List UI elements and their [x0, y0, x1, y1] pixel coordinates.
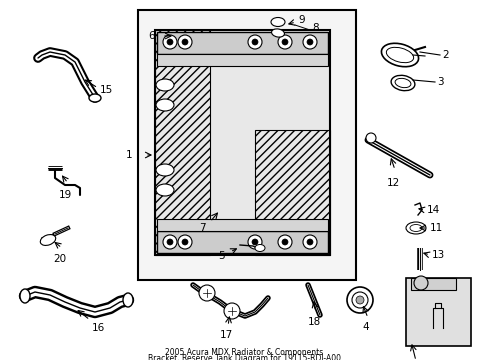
Text: 11: 11	[429, 223, 442, 233]
Bar	[138, 10, 355, 280]
Circle shape	[306, 39, 312, 45]
Bar	[155, 30, 329, 255]
Text: 20: 20	[53, 254, 66, 264]
Circle shape	[413, 276, 427, 290]
Ellipse shape	[89, 94, 101, 102]
Bar	[155, 30, 329, 255]
Circle shape	[251, 239, 258, 245]
Ellipse shape	[20, 289, 30, 303]
Circle shape	[247, 35, 262, 49]
Ellipse shape	[156, 184, 174, 196]
Circle shape	[351, 292, 367, 308]
Text: 7: 7	[199, 223, 205, 233]
Text: 19: 19	[58, 190, 71, 200]
Circle shape	[163, 235, 177, 249]
Circle shape	[306, 239, 312, 245]
Circle shape	[163, 35, 177, 49]
Bar	[157, 231, 327, 253]
Text: 4: 4	[362, 322, 368, 332]
Circle shape	[355, 296, 363, 304]
Text: 2005 Acura MDX Radiator & Components: 2005 Acura MDX Radiator & Components	[164, 348, 323, 357]
Text: 1: 1	[125, 150, 132, 160]
Text: 9: 9	[297, 15, 304, 25]
Text: 16: 16	[92, 323, 105, 333]
Text: 5: 5	[218, 251, 224, 261]
Text: 17: 17	[219, 330, 232, 340]
Circle shape	[278, 35, 291, 49]
Text: 3: 3	[436, 77, 443, 87]
Text: 6: 6	[148, 31, 155, 41]
Ellipse shape	[156, 99, 174, 111]
Ellipse shape	[390, 75, 414, 91]
Ellipse shape	[156, 79, 174, 91]
Text: 18: 18	[307, 317, 320, 327]
Circle shape	[199, 285, 215, 301]
Bar	[157, 32, 327, 54]
Circle shape	[346, 287, 372, 313]
Bar	[405, 278, 470, 346]
Circle shape	[247, 235, 262, 249]
Text: 12: 12	[386, 178, 399, 188]
Circle shape	[278, 235, 291, 249]
Circle shape	[365, 133, 375, 143]
Text: 14: 14	[426, 205, 439, 215]
Circle shape	[178, 235, 192, 249]
Ellipse shape	[381, 43, 418, 67]
Bar	[157, 54, 327, 66]
Text: 2: 2	[441, 50, 447, 60]
Circle shape	[167, 239, 173, 245]
Circle shape	[178, 35, 192, 49]
Circle shape	[282, 239, 287, 245]
Circle shape	[303, 235, 316, 249]
Text: 8: 8	[311, 23, 318, 33]
Circle shape	[167, 39, 173, 45]
Ellipse shape	[123, 293, 133, 307]
Circle shape	[251, 39, 258, 45]
Ellipse shape	[40, 235, 56, 246]
Circle shape	[282, 39, 287, 45]
Bar	[155, 30, 209, 255]
Circle shape	[303, 35, 316, 49]
Ellipse shape	[254, 244, 264, 252]
Bar	[410, 278, 455, 290]
Circle shape	[224, 303, 240, 319]
Text: Bracket, Reserve Tank Diagram for 19115-RDJ-A00: Bracket, Reserve Tank Diagram for 19115-…	[147, 354, 340, 360]
Text: 15: 15	[100, 85, 113, 95]
Circle shape	[182, 239, 187, 245]
Text: 13: 13	[431, 250, 445, 260]
Ellipse shape	[156, 164, 174, 176]
Ellipse shape	[405, 222, 425, 234]
Circle shape	[182, 39, 187, 45]
Ellipse shape	[270, 18, 285, 27]
Bar	[157, 219, 327, 231]
Bar	[254, 130, 329, 255]
Ellipse shape	[271, 29, 284, 37]
